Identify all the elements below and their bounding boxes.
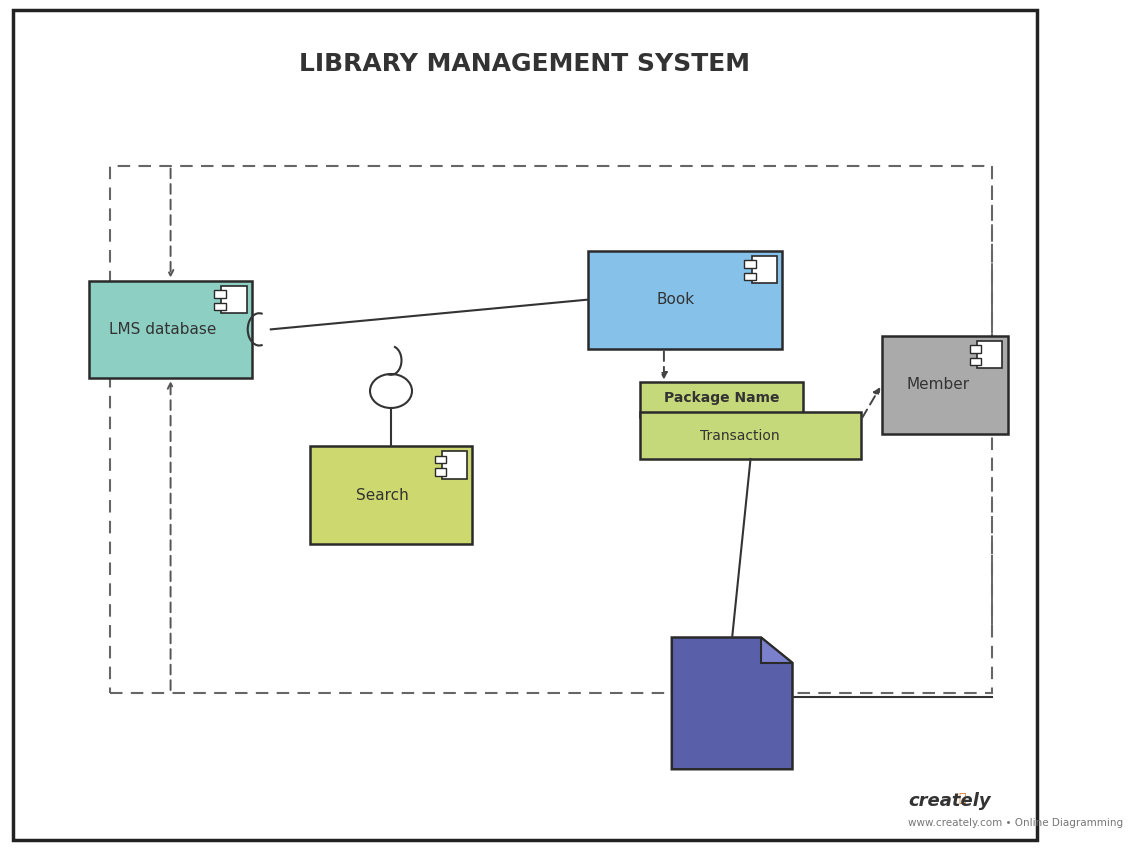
Text: www.creately.com • Online Diagramming: www.creately.com • Online Diagramming [908,818,1123,828]
Text: Transaction: Transaction [700,428,780,443]
FancyBboxPatch shape [970,358,981,366]
FancyBboxPatch shape [640,382,803,416]
Text: creately: creately [908,791,990,810]
FancyBboxPatch shape [640,412,861,459]
Polygon shape [672,638,792,769]
Text: LMS database: LMS database [109,322,216,337]
FancyBboxPatch shape [970,345,981,353]
FancyBboxPatch shape [214,290,226,298]
FancyBboxPatch shape [442,451,467,479]
FancyBboxPatch shape [435,456,447,463]
Text: Book: Book [656,292,694,307]
FancyBboxPatch shape [977,341,1002,368]
FancyBboxPatch shape [89,280,252,378]
Text: LIBRARY MANAGEMENT SYSTEM: LIBRARY MANAGEMENT SYSTEM [299,52,750,76]
FancyBboxPatch shape [587,251,782,348]
FancyBboxPatch shape [882,336,1008,434]
Text: Member: Member [907,377,970,392]
FancyBboxPatch shape [309,446,473,544]
FancyBboxPatch shape [13,10,1037,840]
Text: 🔥: 🔥 [958,791,966,805]
FancyBboxPatch shape [435,468,447,476]
FancyBboxPatch shape [744,273,756,281]
FancyBboxPatch shape [744,260,756,268]
FancyBboxPatch shape [221,286,246,313]
Polygon shape [761,638,792,663]
FancyBboxPatch shape [751,256,776,283]
Text: Search: Search [356,488,409,502]
Text: Package Name: Package Name [664,391,780,405]
FancyBboxPatch shape [214,303,226,310]
